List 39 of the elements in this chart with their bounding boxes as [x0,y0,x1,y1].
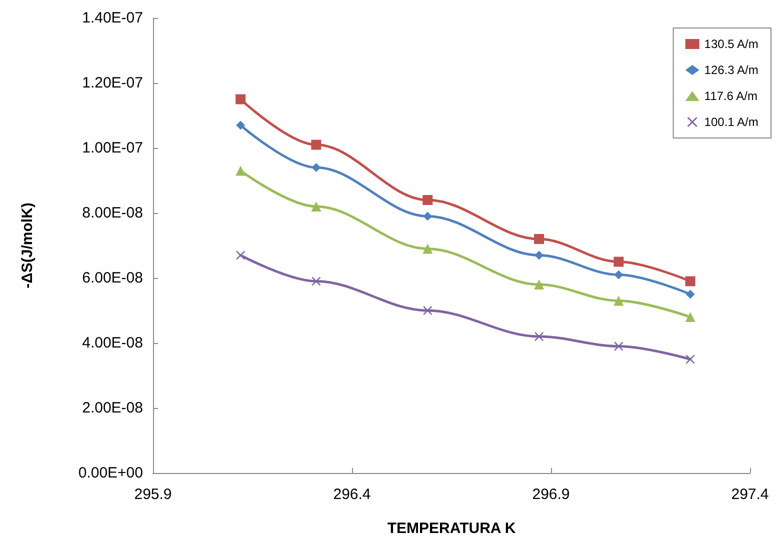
y-tick-label: 1.20E-07 [82,74,143,92]
x-tick-label: 297.4 [731,486,769,503]
point [312,163,321,172]
point [311,202,322,212]
point [236,94,246,104]
x-axis-title: TEMPERATURA K [387,520,516,537]
y-tick-label: 4.00E-08 [82,334,143,352]
legend-label: 100.1 A/m [704,115,758,129]
y-axis-title: -ΔS(J/molK) [19,202,36,288]
point [534,250,544,260]
point [614,342,624,351]
point [422,244,433,254]
point [614,256,624,267]
y-tick-label: 1.40E-07 [82,10,143,26]
point [422,195,433,205]
point [423,306,432,315]
y-tick-label: 6.00E-08 [82,270,143,286]
x-tick-label: 296.9 [532,486,570,503]
y-tick-label: 2.00E-08 [82,400,143,416]
point [686,290,695,299]
point [685,312,696,322]
point [236,120,246,130]
point [534,234,544,244]
y-tick-label: 8.00E-08 [82,204,143,222]
x-tick-label: 295.9 [134,486,172,503]
y-tick-label: 1.00E-07 [82,140,143,156]
legend-label: 126.3 A/m [704,63,758,77]
point [236,250,246,260]
point [311,140,322,150]
point [236,166,246,176]
point [614,270,624,280]
point [534,280,544,290]
y-tick-label: 0.00E+00 [78,464,143,482]
point [423,212,432,221]
legend-label: 130.5 A/m [704,37,758,51]
point [685,276,696,286]
x-tick-label: 296.4 [333,486,371,503]
legend-label: 117.6 A/m [704,89,758,103]
point [614,296,624,306]
